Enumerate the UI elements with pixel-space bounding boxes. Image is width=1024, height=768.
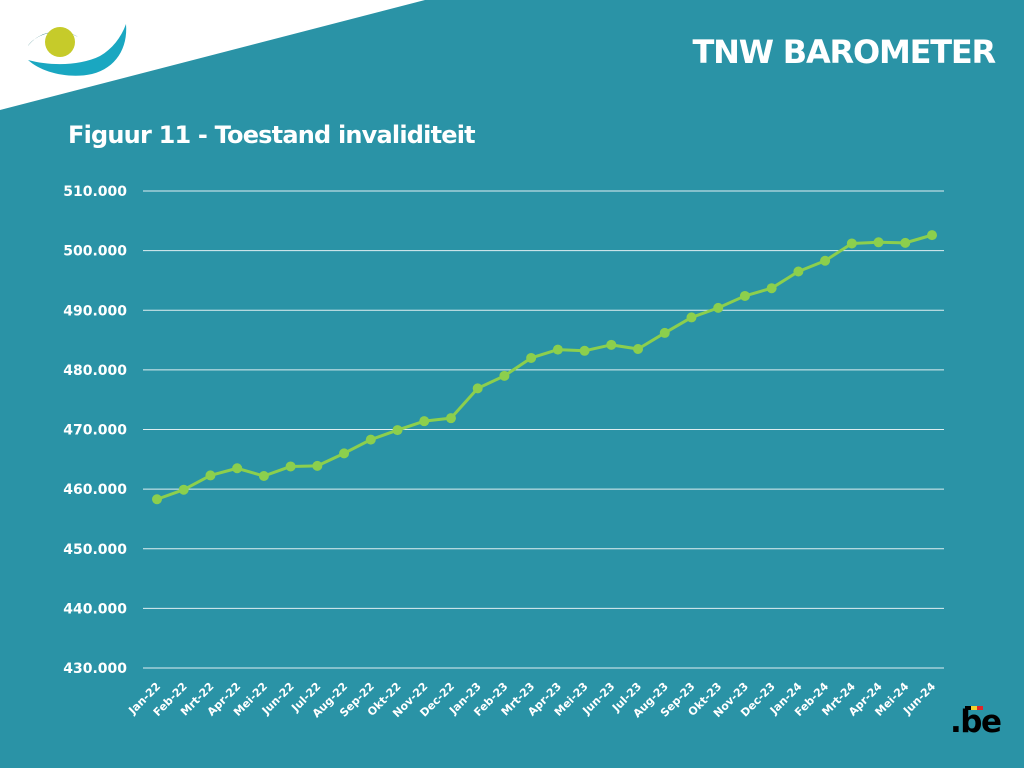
data-point [499,370,510,381]
flag-stripe-2 [971,706,977,710]
data-point [659,327,670,338]
data-point [846,238,857,249]
data-point [820,255,831,266]
corner-wedge [0,0,425,110]
series-line [155,233,934,501]
data-point [232,463,243,474]
y-axis-labels: 430.000 440.000 450.000 460.000 470.000 480.0… [63,184,127,677]
data-point [445,413,456,424]
flag-stripe-1 [965,706,971,710]
data-point [713,302,724,313]
data-point [419,416,430,427]
y-tick-label: 500.000 [63,244,127,260]
y-tick-label: 490.000 [63,303,127,319]
data-point [312,460,323,471]
logo-sun [45,27,75,57]
data-point [339,448,350,459]
data-point [686,312,697,323]
logo-teal-swoosh [28,24,127,76]
y-tick-label: 450.000 [63,542,127,558]
data-point [900,237,911,248]
data-point [526,352,537,363]
x-axis-labels: Jan-22Feb-22Mrt-22Apr-22Mei-22Jun-22Jul-… [125,680,938,721]
data-point [606,339,617,350]
data-point [392,425,403,436]
series-line-layer [155,233,934,501]
data-point [552,344,563,355]
data-point [793,266,804,277]
data-point [766,283,777,294]
data-point [285,461,296,472]
figure-title: Figuur 11 - Toestand invaliditeit [68,121,476,149]
be-logo-text: .be [950,704,1002,740]
flag-stripe-3 [977,706,983,710]
gridlines [143,190,944,669]
data-point [633,344,644,355]
data-point [205,470,216,481]
data-point [927,230,937,241]
barometer-title: TNW BAROMETER [692,33,997,71]
be-logo: .be [950,700,1002,744]
data-point [152,494,162,505]
data-point [579,345,590,356]
y-tick-label: 470.000 [63,423,127,439]
be-logo-flag [965,706,983,710]
data-point [472,383,483,394]
data-point [873,237,884,248]
data-point [739,290,750,301]
y-tick-label: 480.000 [63,363,127,379]
y-tick-label: 430.000 [63,661,127,677]
y-tick-label: 510.000 [63,184,127,200]
data-point [178,484,189,495]
y-tick-label: 460.000 [63,482,127,498]
agency-logo [28,24,127,76]
data-point [258,471,269,482]
data-points [152,230,937,505]
y-tick-label: 440.000 [63,601,127,617]
data-point [365,434,376,445]
